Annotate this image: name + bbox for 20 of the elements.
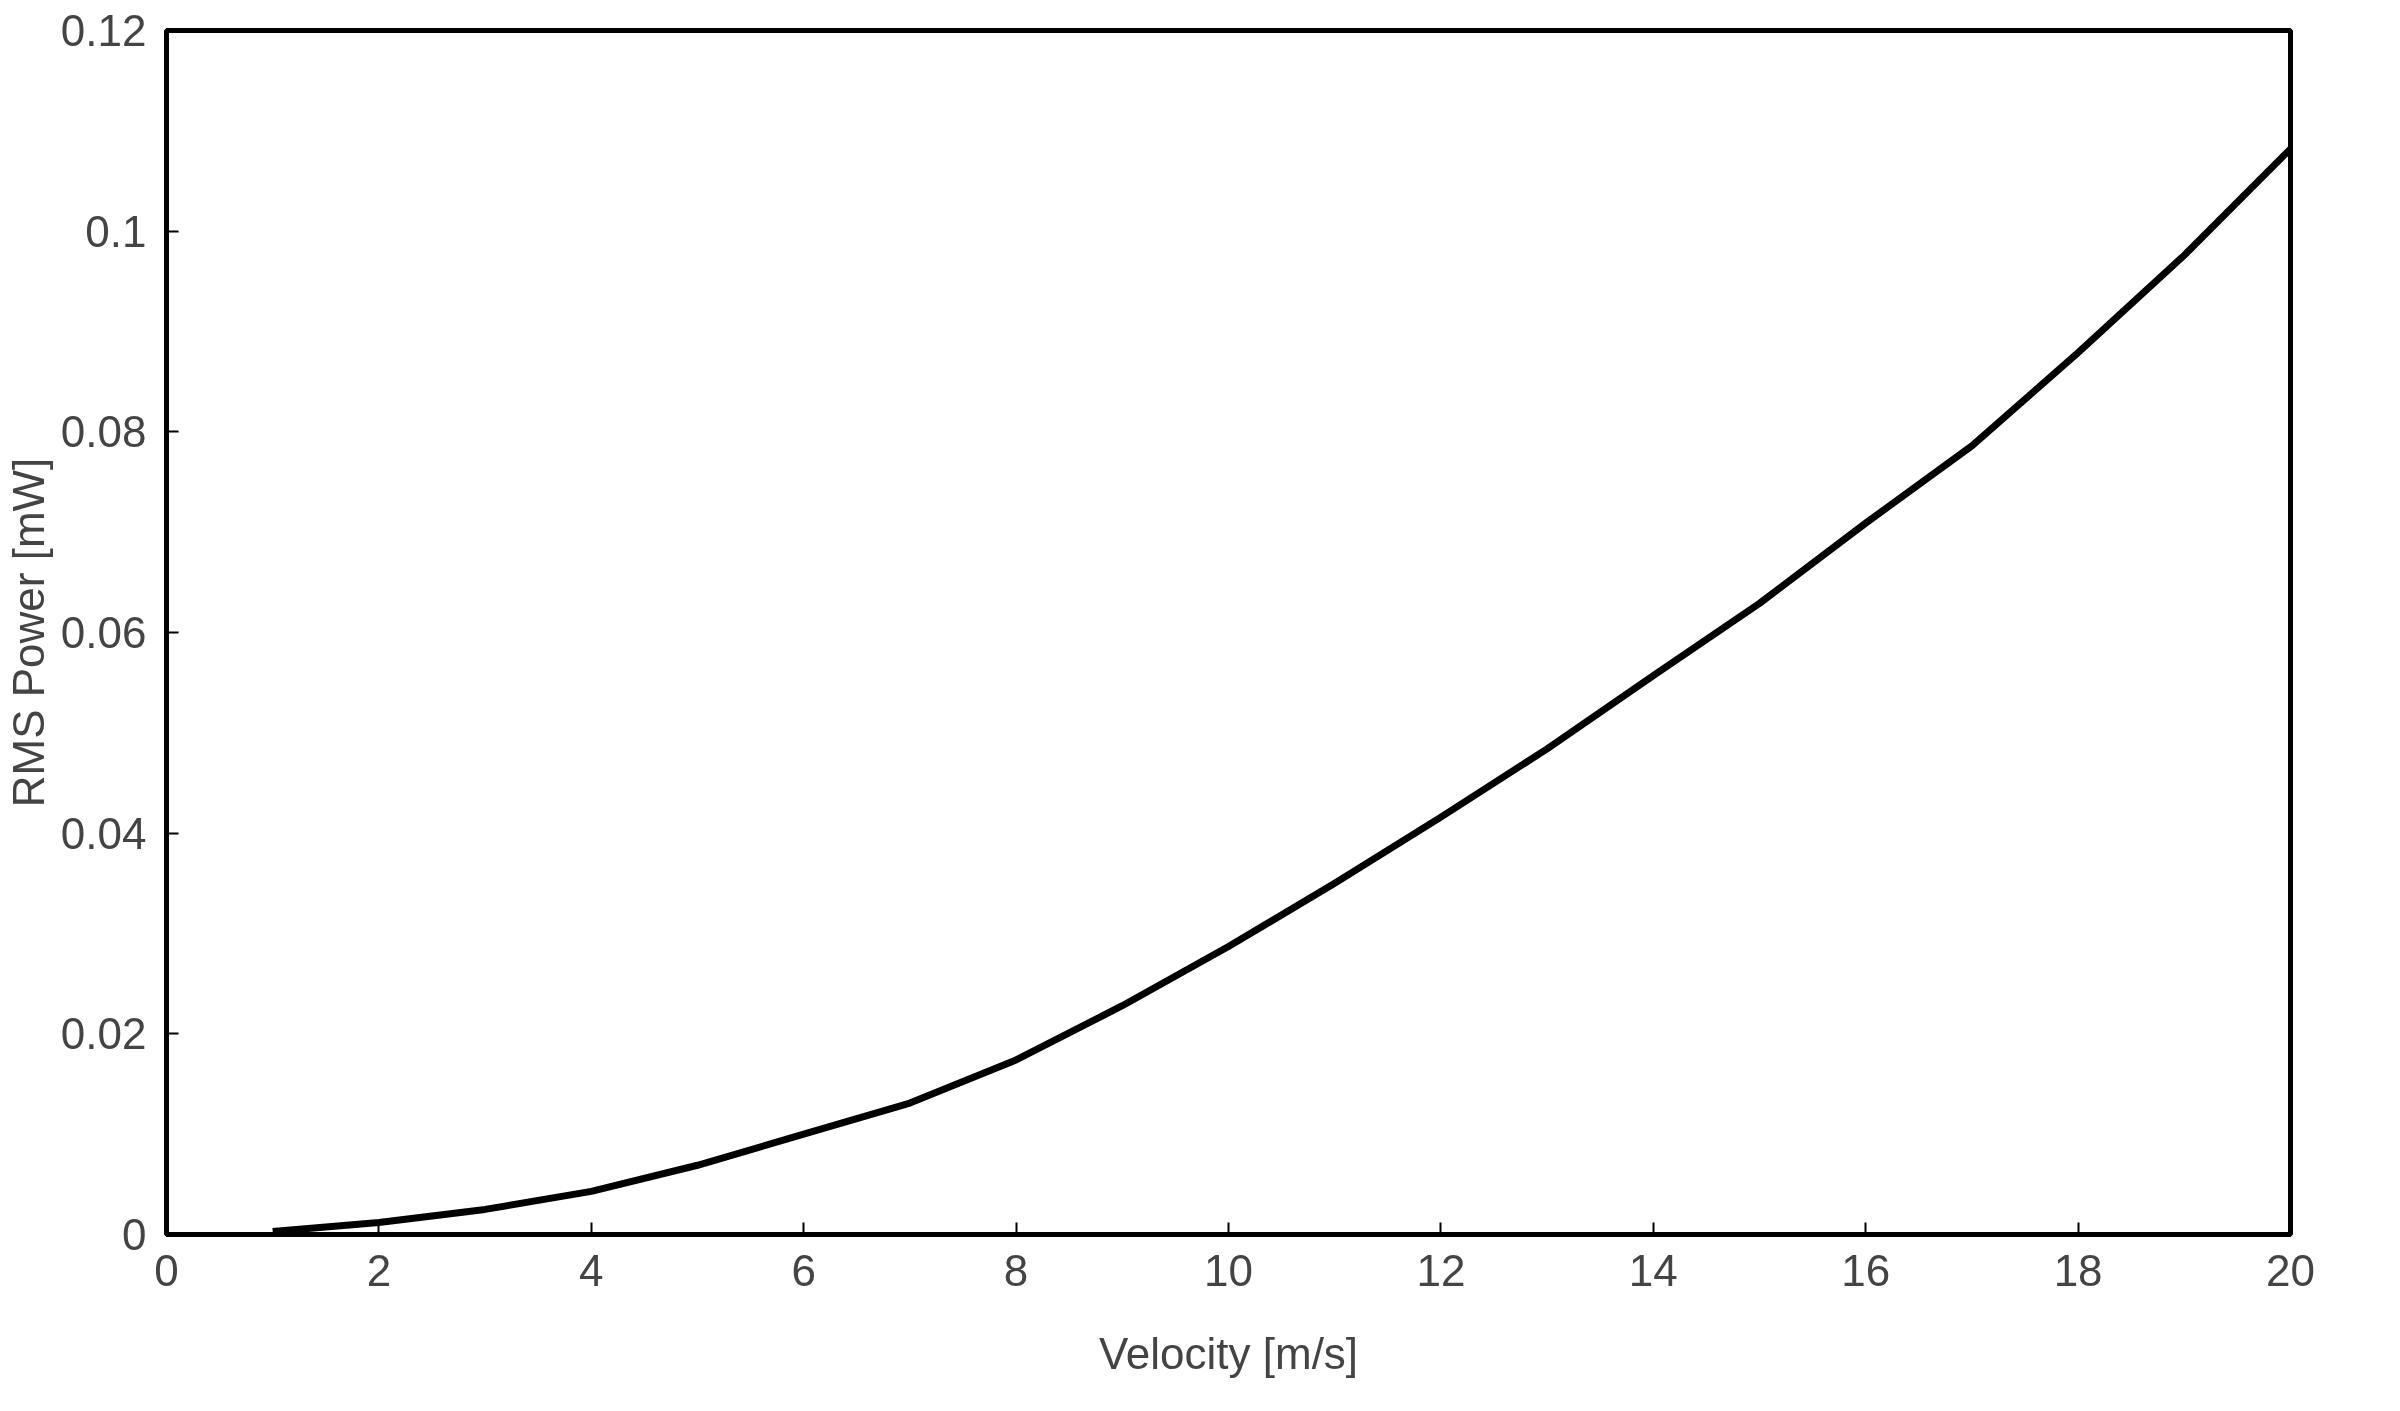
x-tick-label: 10 <box>1204 1245 1253 1295</box>
x-tick-label: 6 <box>791 1245 816 1295</box>
x-tick-label: 16 <box>1841 1245 1891 1295</box>
y-tick-label: 0.08 <box>60 407 147 457</box>
x-tick-label: 14 <box>1628 1245 1678 1295</box>
y-tick-label: 0.06 <box>60 608 147 657</box>
y-tick-label: 0.04 <box>60 808 147 858</box>
x-tick-label: 4 <box>579 1245 604 1295</box>
y-tick-label: 0.12 <box>60 6 147 55</box>
x-axis-title: Velocity [m/s] <box>1098 1328 1359 1378</box>
x-tick-label: 12 <box>1416 1245 1466 1295</box>
y-tick-label: 0.02 <box>60 1009 147 1059</box>
y-tick-label: 0 <box>122 1210 147 1259</box>
y-tick-label: 0.1 <box>85 206 147 256</box>
x-tick-label: 20 <box>2266 1245 2315 1295</box>
y-axis-title: RMS Power [mW] <box>3 457 53 808</box>
x-tick-label: 0 <box>154 1245 179 1295</box>
x-tick-label: 8 <box>1003 1245 1029 1295</box>
x-tick-label: 18 <box>2053 1245 2103 1295</box>
x-tick-label: 2 <box>366 1245 392 1295</box>
